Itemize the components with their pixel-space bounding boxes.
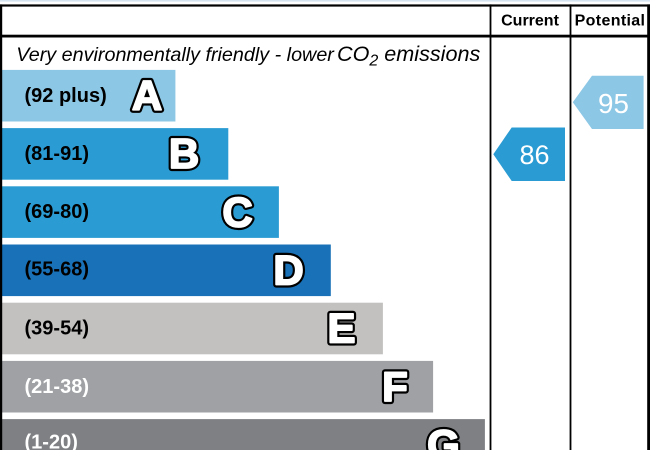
svg-text:B: B [169,130,199,177]
svg-text:D: D [273,247,303,294]
svg-text:(55-68): (55-68) [25,259,89,281]
svg-text:E: E [327,305,355,352]
svg-text:A: A [132,72,162,119]
svg-text:Potential: Potential [575,12,646,29]
svg-text:E: E [327,305,355,352]
svg-text:(92 plus): (92 plus) [25,85,107,107]
svg-text:C: C [222,188,252,235]
svg-text:A: A [132,72,162,119]
svg-text:B: B [169,130,199,177]
svg-text:(69-80): (69-80) [25,201,89,223]
svg-text:(1-20): (1-20) [25,432,78,450]
svg-text:(81-91): (81-91) [25,143,89,165]
svg-text:F: F [382,363,408,410]
svg-text:C: C [222,188,252,235]
svg-text:Very environmentally friendly: Very environmentally friendly - lower [16,44,335,66]
svg-text:95: 95 [598,88,629,119]
svg-text:86: 86 [519,140,549,170]
svg-text:(39-54): (39-54) [25,318,89,340]
svg-text:CO2 emissions: CO2 emissions [337,41,481,69]
svg-text:(21-38): (21-38) [25,376,89,398]
svg-text:Current: Current [501,12,559,29]
svg-text:D: D [273,247,303,294]
svg-text:F: F [382,363,408,410]
svg-text:G: G [427,421,460,450]
svg-text:G: G [427,421,460,450]
